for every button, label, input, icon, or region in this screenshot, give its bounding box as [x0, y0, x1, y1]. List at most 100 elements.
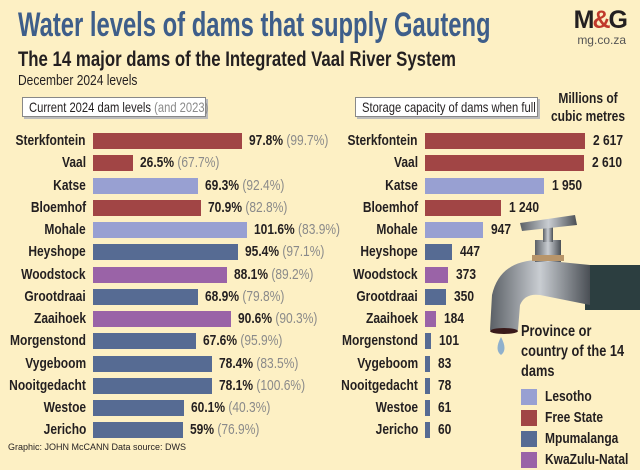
right-value-label: 78 [438, 376, 452, 394]
right-category-label: Vygeboom [357, 354, 418, 372]
left-bar [93, 355, 213, 372]
right-bar [425, 133, 585, 149]
right-category-label: Jericho [375, 421, 418, 439]
right-value-label: 373 [455, 265, 476, 283]
right-bar [425, 377, 430, 394]
left-category-label: Vaal [61, 154, 86, 172]
left-category-label: Sterkfontein [15, 132, 86, 149]
right-value-label: 350 [454, 287, 475, 305]
left-value-label: 97.8% (99.7%) [248, 132, 329, 149]
legend-label: Free State [545, 409, 604, 426]
right-bar [425, 333, 432, 350]
left-bar [93, 155, 134, 172]
right-category-label: Mohale [376, 221, 418, 238]
right-bar [425, 222, 483, 238]
legend-swatch [521, 409, 537, 426]
left-bar [93, 333, 196, 350]
right-value-label: 60 [438, 421, 452, 439]
legend-label: Lesotho [545, 388, 592, 405]
left-value-label: 78.4% (83.5%) [219, 354, 299, 372]
logo-url: mg.co.za [577, 33, 626, 47]
right-category-label: Heyshope [360, 243, 418, 261]
right-category-label: Westoe [375, 399, 418, 416]
right-value-label: 947 [490, 221, 511, 238]
right-bar [425, 400, 430, 416]
left-value-label: 67.6% (95.9%) [202, 332, 283, 350]
left-bar [93, 244, 238, 261]
left-category-label: Heyshope [28, 243, 86, 261]
right-value-label: 184 [444, 310, 465, 327]
logo-mark: M&G [573, 6, 628, 34]
legend-label: KwaZulu-Natal [545, 451, 629, 468]
left-bar [93, 266, 227, 283]
left-bar [93, 422, 183, 439]
left-bar [93, 400, 185, 416]
right-value-label: 61 [438, 399, 452, 416]
left-category-label: Westoe [43, 399, 86, 416]
right-category-label: Morgenstond [342, 332, 418, 350]
right-category-label: Nooitgedacht [341, 376, 418, 394]
legend-item: Free State [521, 407, 640, 428]
legend-swatch [521, 430, 537, 447]
left-value-label: 68.9% (79.8%) [204, 287, 285, 305]
right-value-label: 1 950 [551, 176, 582, 194]
left-value-label: 59% (76.9%) [189, 421, 260, 439]
left-bar [93, 133, 242, 149]
legend-swatch [521, 451, 537, 468]
right-value-label: 2 617 [592, 132, 623, 149]
legend: Province or country of the 14 dams Lesot… [521, 322, 640, 470]
right-category-label: Woodstock [353, 265, 418, 283]
footer-credit: Graphic: JOHN McCANN Data source: DWS [8, 442, 187, 452]
legend-item: KwaZulu-Natal [521, 449, 640, 470]
right-bar [425, 155, 585, 172]
legend-item: Mpumalanga [521, 428, 640, 449]
left-category-label: Vygeboom [25, 354, 86, 372]
left-category-label: Morgenstond [10, 332, 86, 350]
left-chart-title: Current 2024 dam levels (and 2023) [22, 97, 208, 117]
right-bar [425, 177, 544, 194]
right-category-label: Grootdraai [356, 287, 418, 305]
legend-title: Province or country of the 14 dams [521, 323, 625, 380]
right-value-label: 101 [439, 332, 460, 350]
left-category-label: Katse [53, 176, 86, 194]
left-bar [93, 311, 231, 327]
right-value-label: 447 [460, 243, 481, 261]
left-category-label: Mohale [44, 221, 86, 238]
left-value-label: 60.1% (40.3%) [191, 399, 271, 416]
chart-subtitle: The 14 major dams of the Integrated Vaal… [18, 48, 456, 71]
units-label: Millions of cubic metres [550, 90, 626, 125]
right-value-label: 1 240 [508, 198, 539, 216]
right-category-label: Vaal [393, 154, 418, 172]
left-bar [93, 377, 212, 394]
left-value-label: 26.5% (67.7%) [140, 154, 220, 172]
left-category-label: Jericho [43, 421, 86, 439]
left-category-label: Grootdraai [24, 287, 86, 305]
right-chart-title: Storage capacity of dams when full [355, 97, 538, 117]
chart-title: Water levels of dams that supply Gauteng [18, 6, 491, 44]
date-label: December 2024 levels [18, 72, 138, 89]
left-value-label: 70.9% (82.8%) [207, 198, 288, 216]
right-bar [425, 311, 437, 327]
right-category-label: Katse [385, 176, 418, 194]
legend-item: Lesotho [521, 386, 640, 407]
tap-illustration [490, 215, 640, 355]
mg-logo: M&G mg.co.za [573, 6, 628, 47]
right-bar [425, 422, 430, 439]
left-bar [93, 288, 198, 305]
right-category-label: Sterkfontein [347, 132, 418, 149]
right-value-label: 2 610 [592, 154, 623, 172]
left-value-label: 95.4% (97.1%) [245, 243, 325, 261]
left-value-label: 69.3% (92.4%) [205, 176, 285, 194]
left-value-label: 88.1% (89.2%) [233, 265, 314, 283]
right-bar [425, 199, 501, 216]
left-category-label: Bloemhof [30, 198, 86, 216]
left-value-label: 90.6% (90.3%) [237, 310, 318, 327]
right-bar [425, 288, 447, 305]
left-value-label: 101.6% (83.9%) [254, 221, 341, 238]
left-bar [93, 222, 248, 238]
left-category-label: Nooitgedacht [9, 376, 86, 394]
right-category-label: Zaaihoek [365, 310, 418, 327]
left-bar [93, 177, 199, 194]
left-category-label: Zaaihoek [33, 310, 86, 327]
right-bar [425, 266, 448, 283]
